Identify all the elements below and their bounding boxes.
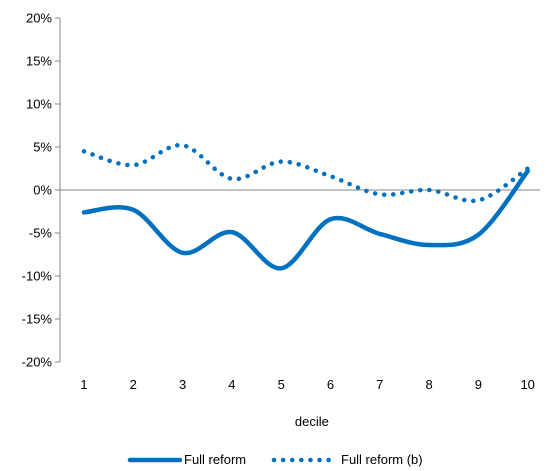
legend: Full reform Full reform (b) [127, 452, 423, 467]
series-lines [81, 143, 530, 271]
y-tick-label: -20% [22, 355, 53, 370]
y-tick-label: -5% [29, 226, 53, 241]
x-axis: 1 2 3 4 5 6 7 8 9 10 [60, 189, 540, 392]
y-axis: -20% -15% -10% -5% 0% 5% 10% 15% 20% [22, 11, 61, 370]
x-tick-label: 2 [130, 377, 137, 392]
x-tick-label: 8 [425, 377, 432, 392]
y-tick-label: -15% [22, 312, 53, 327]
legend-label: Full reform [184, 452, 246, 467]
x-tick-label: 1 [80, 377, 87, 392]
x-tick-label: 7 [376, 377, 383, 392]
x-tick-label: 9 [475, 377, 482, 392]
x-axis-title: decile [295, 414, 329, 429]
y-tick-label: 10% [26, 97, 52, 112]
series-line-solid [81, 168, 530, 271]
y-tick-label: 20% [26, 11, 52, 26]
y-tick-label: -10% [22, 269, 53, 284]
x-tick-label: 4 [228, 377, 235, 392]
y-tick-label: 15% [26, 54, 52, 69]
x-tick-label: 3 [179, 377, 186, 392]
y-tick-label: 5% [33, 140, 52, 155]
x-tick-label: 5 [278, 377, 285, 392]
legend-label: Full reform (b) [341, 452, 423, 467]
series-line-dotted [81, 143, 530, 204]
y-tick-label: 0% [33, 183, 52, 198]
x-tick-label: 10 [520, 377, 534, 392]
x-tick-label: 6 [327, 377, 334, 392]
